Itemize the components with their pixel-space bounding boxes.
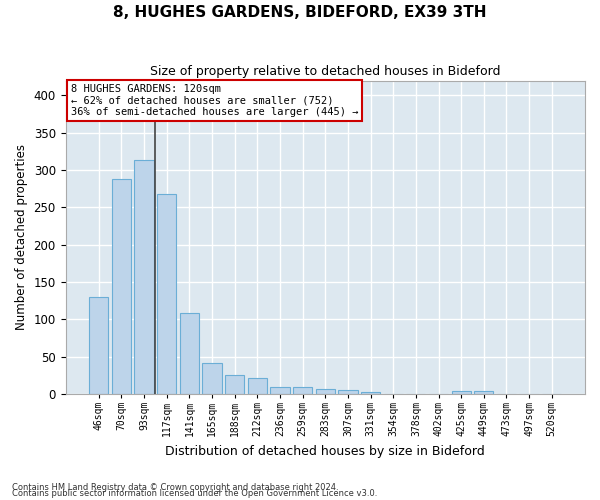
Y-axis label: Number of detached properties: Number of detached properties [15,144,28,330]
Bar [293,388,312,394]
Text: Contains public sector information licensed under the Open Government Licence v3: Contains public sector information licen… [12,489,377,498]
Bar [112,179,131,394]
Bar [271,386,290,394]
Title: Size of property relative to detached houses in Bideford: Size of property relative to detached ho… [150,65,500,78]
Text: Contains HM Land Registry data © Crown copyright and database right 2024.: Contains HM Land Registry data © Crown c… [12,483,338,492]
Bar [202,362,221,394]
Bar [157,194,176,394]
Text: 8, HUGHES GARDENS, BIDEFORD, EX39 3TH: 8, HUGHES GARDENS, BIDEFORD, EX39 3TH [113,5,487,20]
Bar [225,376,244,394]
Bar [89,297,109,394]
Bar [248,378,267,394]
Bar [474,391,493,394]
Bar [134,160,154,394]
Bar [180,314,199,394]
Bar [338,390,358,394]
Bar [361,392,380,394]
Bar [316,388,335,394]
X-axis label: Distribution of detached houses by size in Bideford: Distribution of detached houses by size … [166,444,485,458]
Text: 8 HUGHES GARDENS: 120sqm
← 62% of detached houses are smaller (752)
36% of semi-: 8 HUGHES GARDENS: 120sqm ← 62% of detach… [71,84,358,117]
Bar [452,391,471,394]
